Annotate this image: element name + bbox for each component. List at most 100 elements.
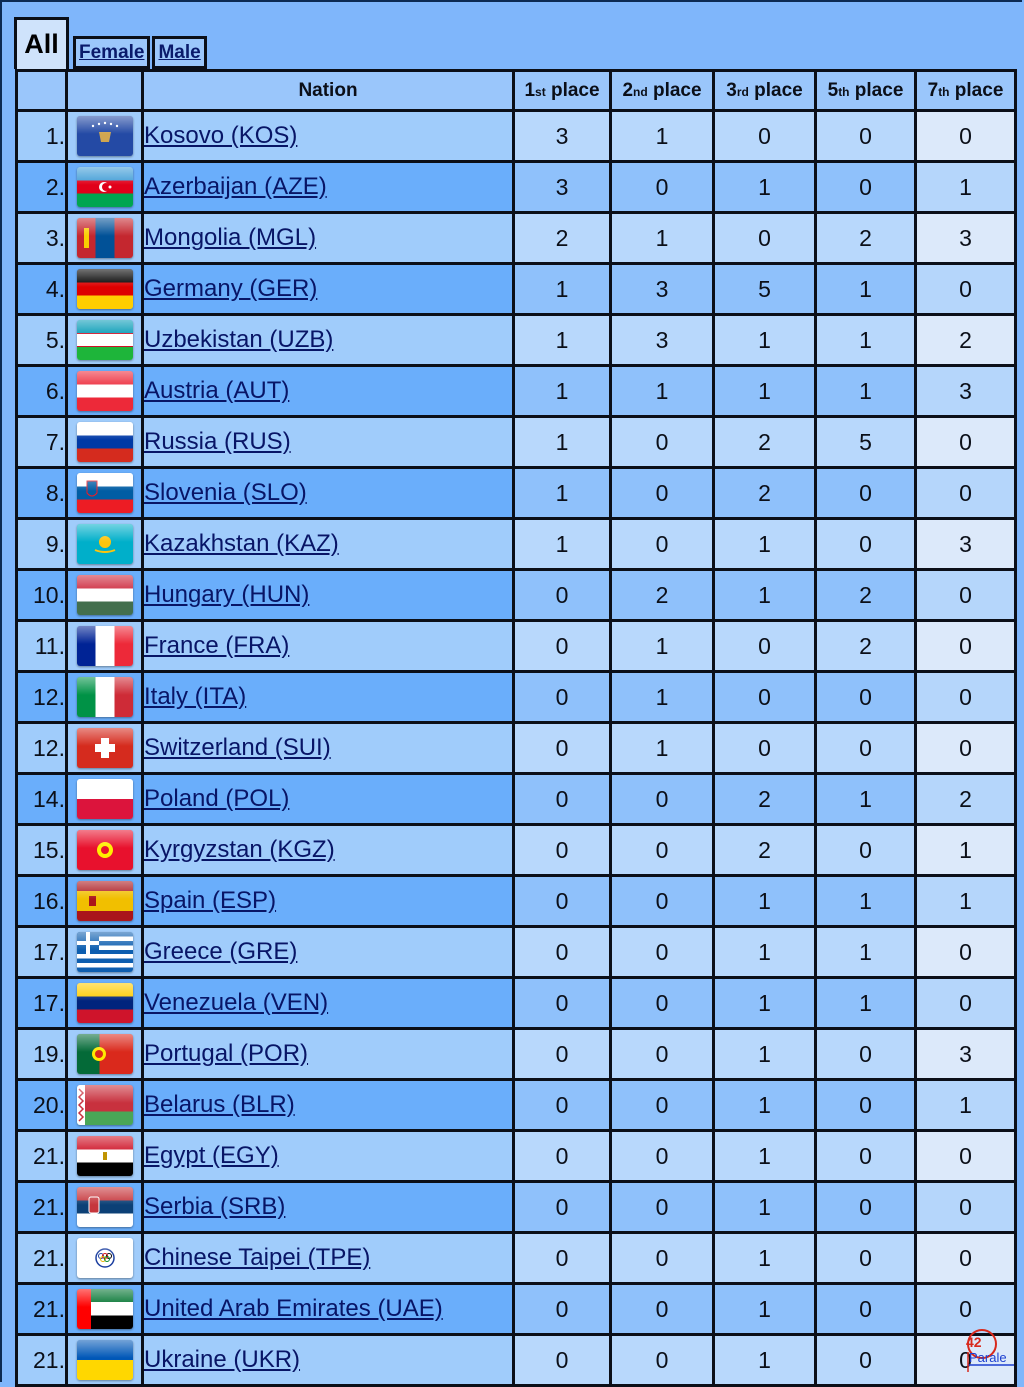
table-row: 21. Ukraine (UKR) 0 0 1 0 0 <box>15 1333 1017 1387</box>
nation-link[interactable]: Chinese Taipei (TPE) <box>144 1244 371 1271</box>
rank-cell: 21. <box>15 1129 68 1183</box>
header-2nd-place[interactable]: 2nd place <box>609 69 715 112</box>
nation-link[interactable]: Switzerland (SUI) <box>144 734 331 761</box>
tab-all[interactable]: All <box>14 17 69 69</box>
flag-cell <box>65 1180 144 1234</box>
nation-link[interactable]: Serbia (SRB) <box>144 1193 286 1220</box>
nation-link[interactable]: Austria (AUT) <box>144 377 290 404</box>
p5-count-cell: 0 <box>814 1129 917 1183</box>
p3-count-cell: 0 <box>712 670 817 724</box>
nation-link[interactable]: Greece (GRE) <box>144 938 298 965</box>
p7-count-cell: 3 <box>914 211 1017 265</box>
header-1st-word: place <box>545 79 600 101</box>
nation-link[interactable]: Spain (ESP) <box>144 887 277 914</box>
tab-female[interactable]: Female <box>73 36 151 69</box>
nation-link[interactable]: Russia (RUS) <box>144 428 291 455</box>
nation-link[interactable]: Hungary (HUN) <box>144 581 310 608</box>
p3-count-cell: 0 <box>712 109 817 163</box>
table-row: 21. Chinese Taipei (TPE) 0 0 1 0 0 <box>15 1231 1017 1285</box>
header-2nd-word: place <box>647 79 702 101</box>
uae-flag-icon <box>76 1289 133 1329</box>
header-3rd-word: place <box>748 79 803 101</box>
p1-count-cell: 0 <box>512 925 612 979</box>
nation-link[interactable]: Poland (POL) <box>144 785 290 812</box>
p5-count-cell: 1 <box>814 262 917 316</box>
table-row: 15. Kyrgyzstan (KGZ) 0 0 2 0 1 <box>15 823 1017 877</box>
p3-count-cell: 1 <box>712 1282 817 1336</box>
p2-count-cell: 0 <box>609 1282 715 1336</box>
p2-count-cell: 0 <box>609 976 715 1030</box>
nation-link[interactable]: Italy (ITA) <box>144 683 247 710</box>
egypt-flag-icon <box>76 1136 133 1176</box>
p7-count-cell: 0 <box>914 976 1017 1030</box>
rank-cell: 21. <box>15 1333 68 1387</box>
flag-cell <box>65 823 144 877</box>
nation-link[interactable]: Belarus (BLR) <box>144 1091 295 1118</box>
nation-link[interactable]: Germany (GER) <box>144 275 318 302</box>
venezuela-flag-icon <box>76 983 133 1023</box>
p3-count-cell: 1 <box>712 160 817 214</box>
flag-cell <box>65 976 144 1030</box>
nation-link[interactable]: Mongolia (MGL) <box>144 224 317 251</box>
header-flag <box>65 69 144 112</box>
p2-count-cell: 1 <box>609 721 715 775</box>
header-1st-place[interactable]: 1st place <box>512 69 612 112</box>
header-3rd-place[interactable]: 3rd place <box>712 69 817 112</box>
p3-count-cell: 2 <box>712 823 817 877</box>
flag-cell <box>65 211 144 265</box>
medal-table: Nation 1st place 2nd place 3rd place 5th… <box>15 69 1017 1387</box>
p7-count-cell: 0 <box>914 109 1017 163</box>
nation-cell: Portugal (POR) <box>141 1027 515 1081</box>
nation-link[interactable]: Azerbaijan (AZE) <box>144 173 327 200</box>
p3-count-cell: 0 <box>712 721 817 775</box>
p1-count-cell: 0 <box>512 1231 612 1285</box>
azerbaijan-flag-icon <box>76 167 133 207</box>
p1-count-cell: 0 <box>512 976 612 1030</box>
nation-link[interactable]: Portugal (POR) <box>144 1040 309 1067</box>
nation-link[interactable]: Kosovo (KOS) <box>144 122 298 149</box>
poland-flag-icon <box>76 779 133 819</box>
rank-cell: 15. <box>15 823 68 877</box>
header-nation[interactable]: Nation <box>141 69 515 112</box>
nation-cell: Uzbekistan (UZB) <box>141 313 515 367</box>
austria-flag-icon <box>76 371 133 411</box>
p3-count-cell: 1 <box>712 1129 817 1183</box>
table-row: 12. Italy (ITA) 0 1 0 0 0 <box>15 670 1017 724</box>
table-row: 14. Poland (POL) 0 0 2 1 2 <box>15 772 1017 826</box>
rank-cell: 17. <box>15 925 68 979</box>
nation-link[interactable]: Slovenia (SLO) <box>144 479 307 506</box>
p5-count-cell: 2 <box>814 619 917 673</box>
p7-count-cell: 0 <box>914 670 1017 724</box>
flag-cell <box>65 313 144 367</box>
header-5th-place[interactable]: 5th place <box>814 69 917 112</box>
tab-male[interactable]: Male <box>152 36 207 69</box>
nation-link[interactable]: Uzbekistan (UZB) <box>144 326 334 353</box>
p7-count-cell: 1 <box>914 874 1017 928</box>
nation-link[interactable]: France (FRA) <box>144 632 290 659</box>
nation-link[interactable]: United Arab Emirates (UAE) <box>144 1295 443 1322</box>
table-row: 4. Germany (GER) 1 3 5 1 0 <box>15 262 1017 316</box>
france-flag-icon <box>76 626 133 666</box>
p2-count-cell: 3 <box>609 313 715 367</box>
p5-count-cell: 0 <box>814 160 917 214</box>
nation-link[interactable]: Kyrgyzstan (KGZ) <box>144 836 335 863</box>
p7-count-cell: 3 <box>914 1027 1017 1081</box>
p7-count-cell: 1 <box>914 823 1017 877</box>
p1-count-cell: 0 <box>512 619 612 673</box>
flag-cell <box>65 1231 144 1285</box>
nation-link[interactable]: Venezuela (VEN) <box>144 989 329 1016</box>
flag-cell <box>65 109 144 163</box>
rank-cell: 2. <box>15 160 68 214</box>
nation-cell: Serbia (SRB) <box>141 1180 515 1234</box>
p2-count-cell: 0 <box>609 160 715 214</box>
nation-cell: Spain (ESP) <box>141 874 515 928</box>
nation-link[interactable]: Egypt (EGY) <box>144 1142 279 1169</box>
table-row: 17. Greece (GRE) 0 0 1 1 0 <box>15 925 1017 979</box>
flag-cell <box>65 772 144 826</box>
nation-link[interactable]: Kazakhstan (KAZ) <box>144 530 339 557</box>
header-7th-place[interactable]: 7th place <box>914 69 1017 112</box>
p5-count-cell: 0 <box>814 109 917 163</box>
p5-count-cell: 0 <box>814 1180 917 1234</box>
nation-link[interactable]: Ukraine (UKR) <box>144 1346 301 1373</box>
flag-cell <box>65 1027 144 1081</box>
